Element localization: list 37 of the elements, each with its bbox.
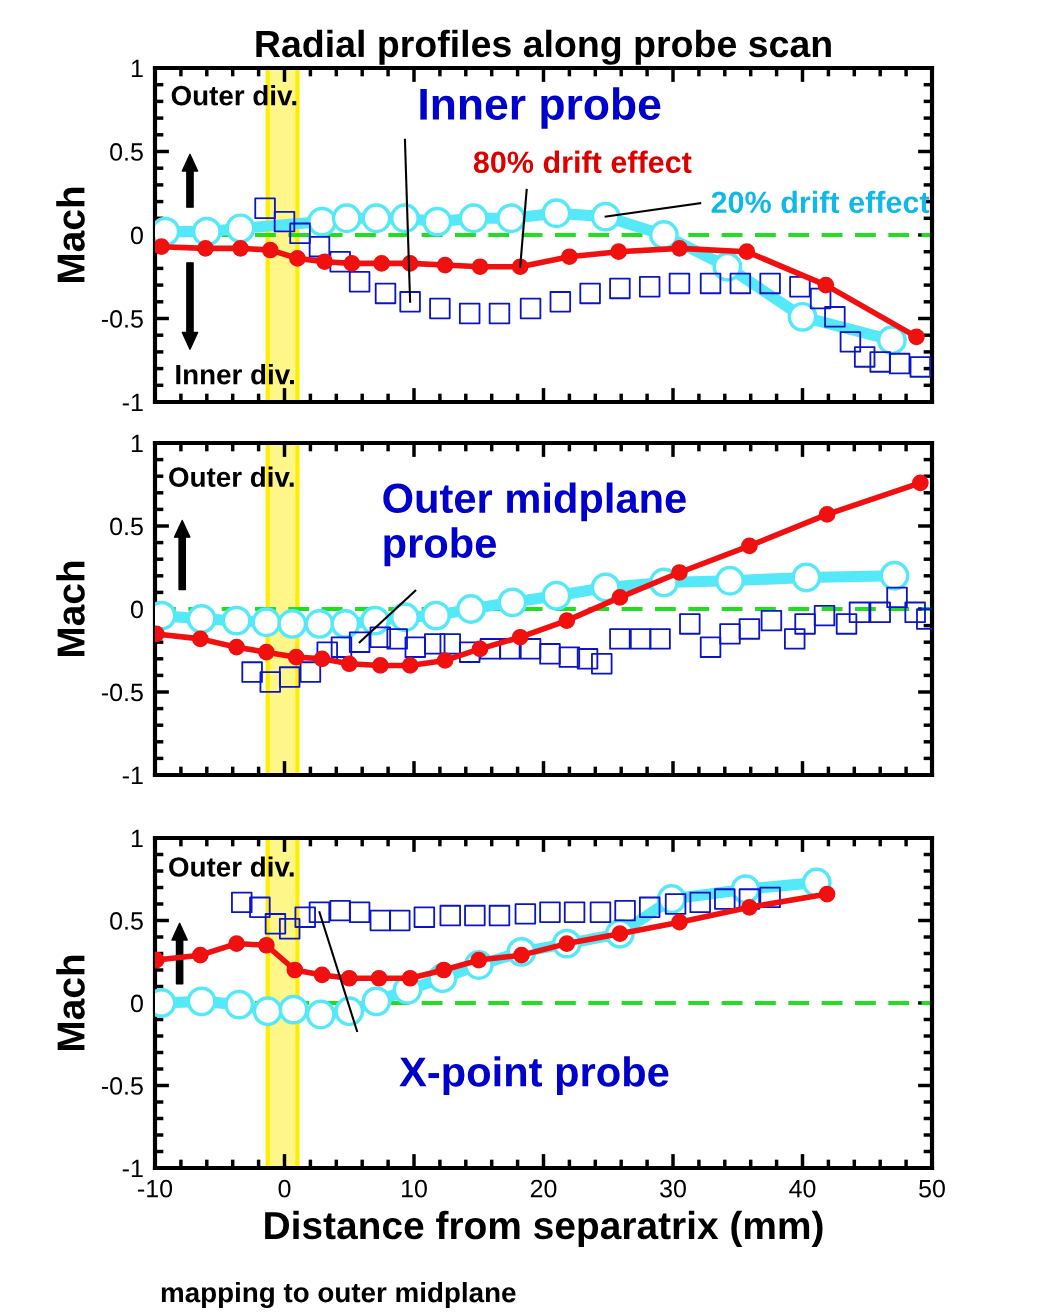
y-tick-label: -1: [122, 393, 143, 412]
x-tick-label: 50: [919, 1179, 945, 1198]
x-tick-label: -10: [138, 1179, 173, 1198]
y-tick-label: 0: [130, 226, 143, 245]
x-tick-label: 0: [278, 1179, 291, 1198]
y-tick-label: 1: [131, 434, 143, 453]
text: X-point probe: [399, 1056, 669, 1096]
annotation: Outer div.: [169, 856, 294, 877]
y-axis-title: Mach: [56, 955, 85, 1051]
y-tick-label: 0.5: [110, 143, 143, 161]
annotation: Outer div.: [171, 85, 297, 106]
y-axis-title: Mach: [56, 561, 85, 657]
y-tick-label: -1: [122, 766, 143, 785]
y-tick-label: -0.5: [101, 1077, 143, 1095]
y-tick-label: -1: [122, 1159, 143, 1178]
y-tick-label: 1: [131, 829, 143, 848]
y-tick-label: 0.5: [110, 912, 143, 930]
y-tick-label: 1: [131, 59, 143, 78]
x-tick-label: 30: [660, 1179, 686, 1198]
series-label: Outer midplane probe: [383, 482, 686, 567]
y-tick-label: 0: [130, 600, 143, 619]
y-axis-title: Mach: [56, 187, 85, 283]
x-tick-label: 40: [789, 1179, 816, 1198]
chart-title: Radial profiles along probe scan: [256, 29, 831, 65]
text: mapping to outer midplane: [161, 1281, 516, 1309]
annotation: Outer div.: [169, 466, 294, 487]
text: Inner probe: [420, 87, 661, 129]
y-tick-label: 0: [130, 994, 143, 1013]
y-tick-label: -0.5: [101, 310, 143, 328]
series-label: 20% drift effect: [711, 190, 930, 214]
text: 80% drift effect: [473, 150, 692, 174]
y-tick-label: -0.5: [101, 683, 143, 702]
x-tick-label: 10: [402, 1179, 427, 1198]
y-tick-label: 0.5: [110, 517, 143, 536]
annotation: Inner div.: [176, 364, 294, 385]
x-tick-label: 20: [530, 1179, 557, 1198]
x-axis-title: Distance from separatrix (mm): [265, 1210, 823, 1247]
